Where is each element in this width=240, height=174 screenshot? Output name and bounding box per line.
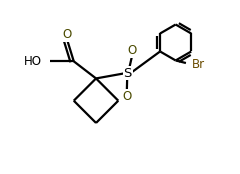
Text: Br: Br <box>192 58 205 71</box>
Text: O: O <box>62 28 72 41</box>
Text: O: O <box>122 90 132 103</box>
Text: HO: HO <box>24 55 42 68</box>
Text: O: O <box>127 44 137 57</box>
Text: S: S <box>124 67 132 80</box>
